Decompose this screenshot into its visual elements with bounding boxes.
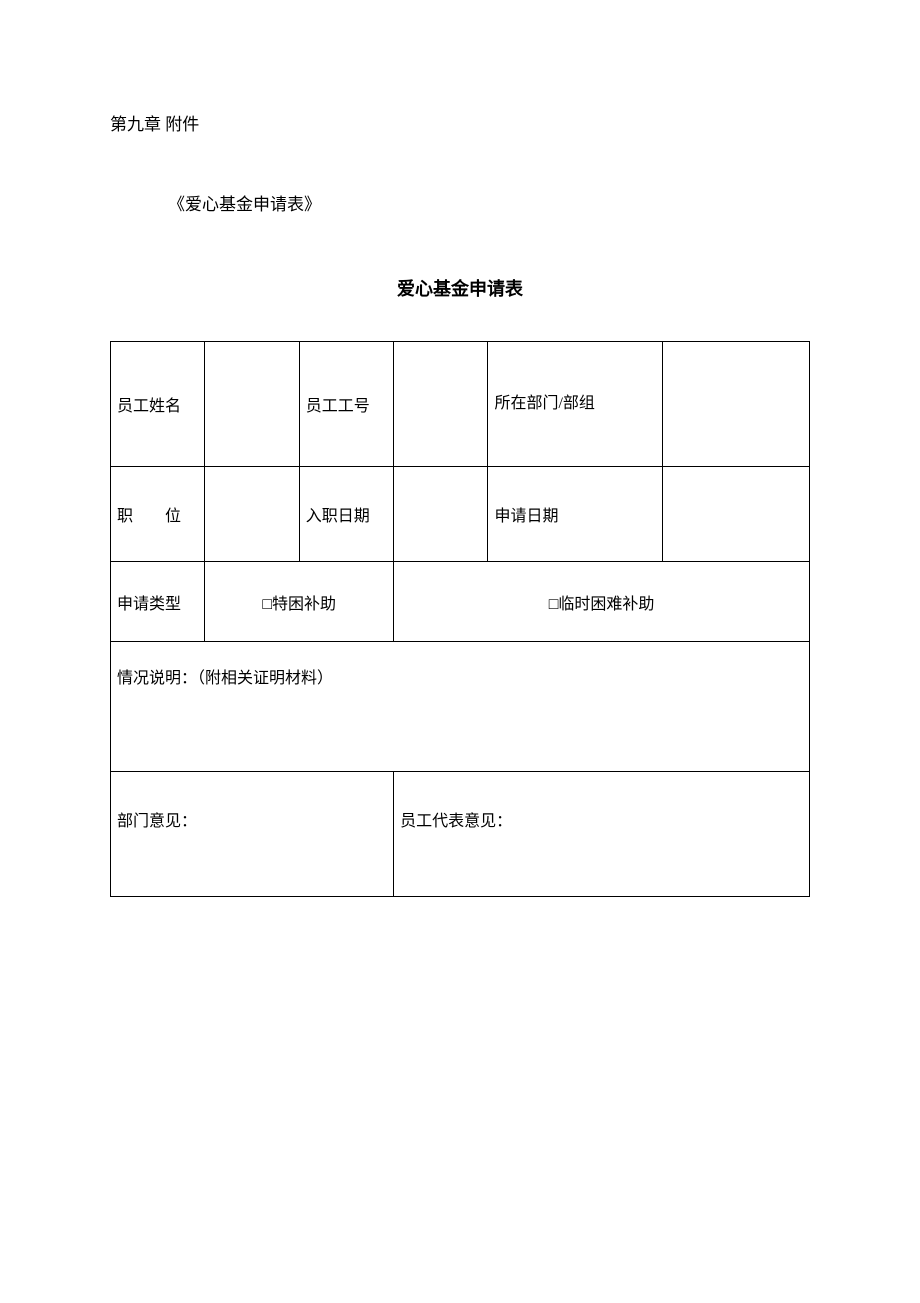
label-situation-desc: 情况说明：（附相关证明材料） xyxy=(111,642,810,772)
document-reference: 《爱心基金申请表》 xyxy=(168,190,810,215)
label-department: 所在部门/部组 xyxy=(488,342,663,467)
table-row: 申请类型 □特困补助 □临时困难补助 xyxy=(111,562,810,642)
table-row: 情况说明：（附相关证明材料） xyxy=(111,642,810,772)
table-row: 员工姓名 员工工号 所在部门/部组 xyxy=(111,342,810,467)
table-row: 部门意见： 员工代表意见： xyxy=(111,772,810,897)
label-employee-id: 员工工号 xyxy=(299,342,393,467)
chapter-heading: 第九章 附件 xyxy=(110,110,810,135)
field-department xyxy=(663,342,810,467)
field-hire-date xyxy=(394,467,488,562)
label-dept-opinion: 部门意见： xyxy=(111,772,394,897)
field-apply-date xyxy=(663,467,810,562)
checkbox-option-poverty: □特困补助 xyxy=(205,562,394,642)
checkbox-option-temporary: □临时困难补助 xyxy=(394,562,810,642)
document-page: 第九章 附件 《爱心基金申请表》 爱心基金申请表 员工姓名 员工工号 所在部门/… xyxy=(0,0,920,897)
field-employee-name xyxy=(205,342,299,467)
label-employee-name: 员工姓名 xyxy=(111,342,205,467)
form-title: 爱心基金申请表 xyxy=(110,275,810,301)
application-form-table: 员工姓名 员工工号 所在部门/部组 职 位 入职日期 申请日期 申请类型 □特困… xyxy=(110,341,810,897)
table-row: 职 位 入职日期 申请日期 xyxy=(111,467,810,562)
label-hire-date: 入职日期 xyxy=(299,467,393,562)
field-employee-id xyxy=(394,342,488,467)
label-rep-opinion: 员工代表意见： xyxy=(394,772,810,897)
field-position xyxy=(205,467,299,562)
label-position: 职 位 xyxy=(111,467,205,562)
label-apply-date: 申请日期 xyxy=(488,467,663,562)
label-apply-type: 申请类型 xyxy=(111,562,205,642)
